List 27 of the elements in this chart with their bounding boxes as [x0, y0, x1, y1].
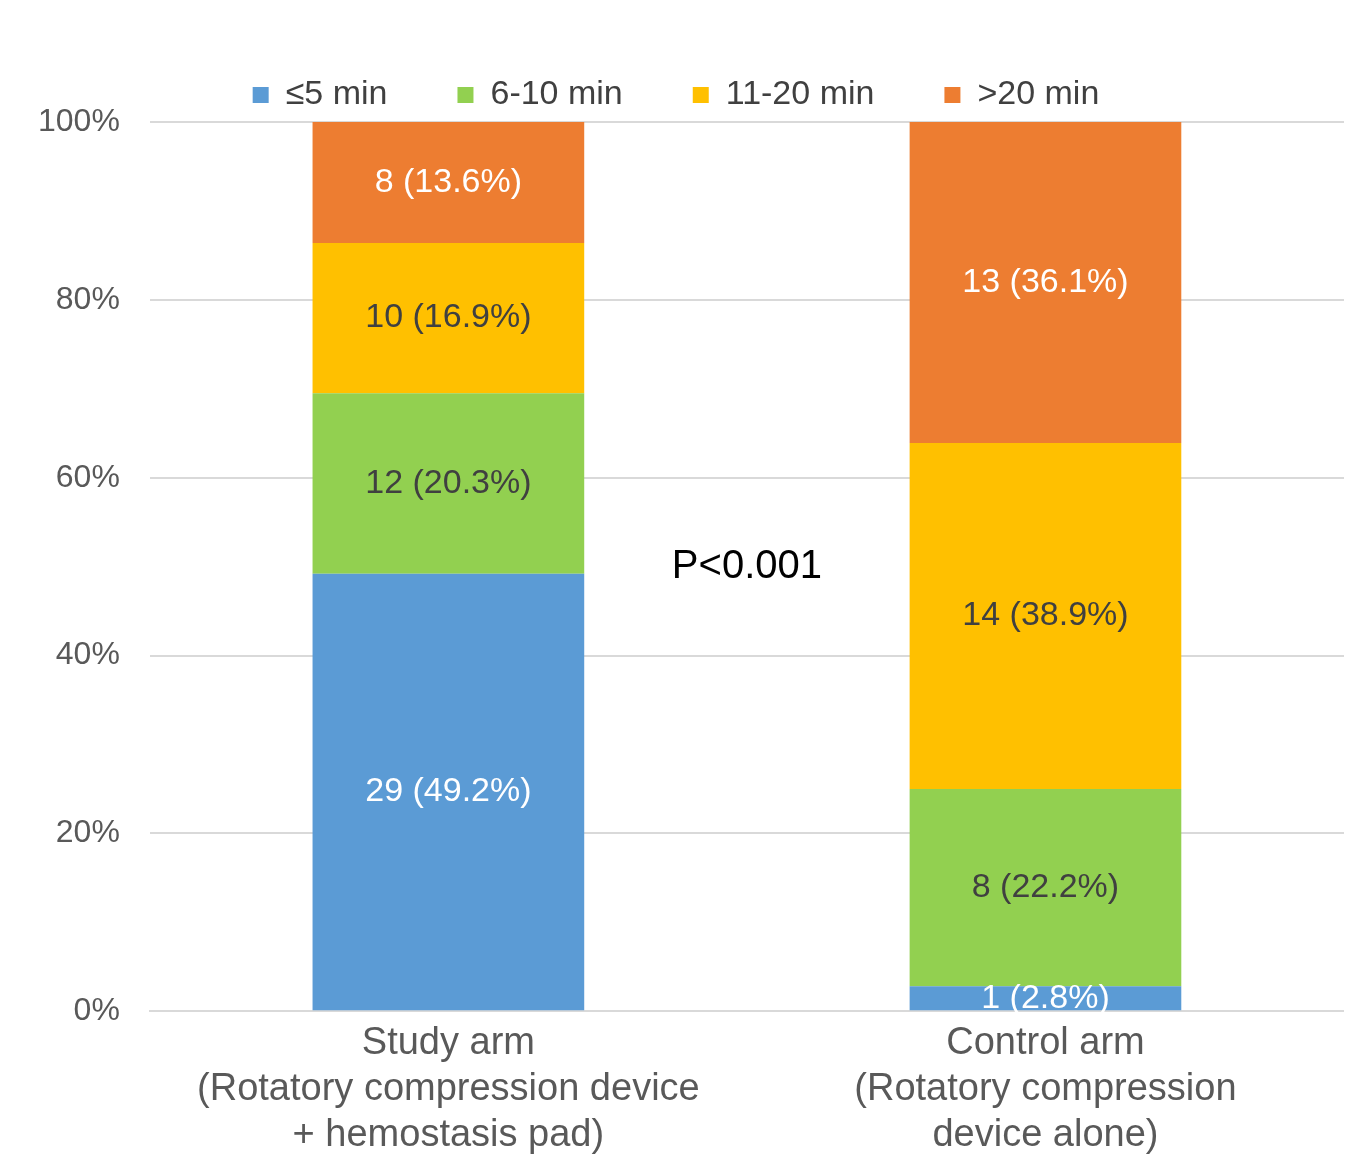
- x-tick-label: Study arm (Rotatory compression device + hemostasis pad): [197, 1020, 700, 1154]
- y-tick-label: 40%: [55, 635, 120, 672]
- x-tick-label: Control arm (Rotatory compression device alone): [854, 1020, 1237, 1154]
- bar: [312, 122, 585, 243]
- data-label: 8 (13.6%): [374, 160, 523, 199]
- legend-label: 11-20 min: [725, 73, 875, 112]
- y-tick-label: 100%: [38, 101, 120, 138]
- bar: [909, 122, 1182, 443]
- data-label: 8 (22.2%): [971, 865, 1120, 904]
- data-label: 12 (20.3%): [365, 461, 532, 500]
- y-tick-label: 20%: [55, 813, 120, 850]
- data-label: 13 (36.1%): [962, 260, 1129, 299]
- data-label: 14 (38.9%): [962, 594, 1129, 633]
- data-label: 10 (16.9%): [365, 296, 532, 335]
- legend-label: >20 min: [977, 73, 1100, 112]
- legend-label: 6-10 min: [490, 73, 623, 112]
- y-tick-label: 60%: [55, 457, 120, 494]
- bar: [909, 443, 1182, 789]
- y-tick-label: 80%: [55, 279, 120, 316]
- bar: [312, 242, 585, 394]
- data-label: 29 (49.2%): [365, 770, 532, 809]
- bar: [312, 393, 585, 574]
- bar: [312, 573, 585, 1011]
- annotation: P<0.001: [671, 541, 822, 586]
- y-tick-label: 0%: [73, 991, 120, 1028]
- legend-label: ≤5 min: [285, 73, 388, 112]
- data-label: 1 (2.8%): [981, 976, 1110, 1015]
